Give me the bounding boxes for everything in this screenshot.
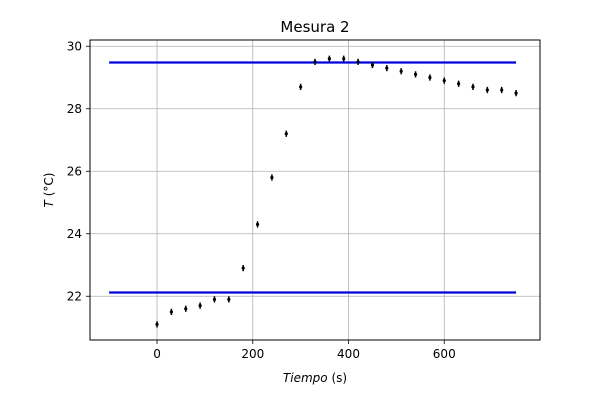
data-point [370, 61, 375, 69]
data-point [299, 83, 303, 90]
point-marker [370, 63, 375, 67]
point-marker [212, 297, 217, 301]
point-marker [198, 304, 202, 308]
x-tick-label: 0 [153, 347, 161, 361]
data-point [442, 77, 446, 84]
point-marker [299, 85, 303, 89]
plot-area-frame [89, 39, 541, 341]
point-marker [227, 297, 231, 301]
point-marker [399, 69, 403, 73]
y-axis-label-name: T [42, 198, 56, 207]
data-point [313, 58, 317, 65]
y-axis-ticks: 22 24 26 28 30 [67, 39, 90, 303]
point-marker [457, 82, 461, 86]
data-point [356, 58, 360, 65]
point-marker [428, 75, 432, 80]
data-point [198, 302, 202, 309]
x-axis-ticks: 0 200 400 600 [153, 340, 456, 361]
point-marker [356, 60, 360, 64]
y-tick-label: 28 [67, 102, 82, 116]
data-point [385, 65, 389, 72]
point-marker [313, 60, 317, 64]
y-tick-label: 24 [67, 227, 82, 241]
y-tick-label: 26 [67, 164, 82, 178]
data-point [500, 86, 504, 94]
data-point [413, 71, 418, 78]
point-marker [255, 222, 260, 226]
data-point [342, 55, 346, 62]
point-marker [442, 79, 446, 83]
data-point [169, 308, 173, 315]
chart-title: Mesura 2 [280, 18, 349, 36]
point-marker [270, 175, 274, 180]
data-point [327, 55, 331, 62]
y-axis-label: T (°C) [42, 173, 56, 208]
point-marker [413, 72, 418, 76]
point-marker [471, 85, 475, 89]
x-tick-label: 600 [433, 347, 456, 361]
data-point [399, 68, 403, 75]
reference-lines [109, 61, 517, 294]
x-tick-label: 400 [337, 347, 360, 361]
data-point [255, 221, 260, 228]
data-point [514, 90, 518, 97]
x-axis-label-name: Tiempo [283, 371, 328, 385]
point-marker [169, 310, 173, 314]
point-marker [327, 57, 331, 61]
point-marker [385, 66, 389, 70]
data-point [184, 305, 188, 312]
data-point [428, 74, 432, 81]
data-point [457, 80, 461, 87]
data-point [241, 265, 245, 272]
data-point [212, 296, 217, 303]
data-point [485, 86, 489, 94]
x-axis-label: Tiempo (s) [283, 371, 347, 385]
point-marker [342, 57, 346, 61]
y-axis-label-unit: (°C) [42, 173, 56, 201]
data-point [284, 130, 288, 137]
point-marker [500, 88, 504, 92]
point-marker [241, 266, 245, 270]
data-point [227, 296, 231, 303]
x-axis-label-unit: (s) [328, 371, 347, 385]
point-marker [155, 322, 159, 326]
y-tick-label: 22 [67, 289, 82, 303]
y-tick-label: 30 [67, 39, 82, 53]
x-tick-label: 200 [241, 347, 264, 361]
point-marker [485, 88, 489, 92]
point-marker [284, 132, 288, 136]
data-point [471, 83, 475, 90]
data-points [155, 55, 518, 328]
data-point [155, 321, 159, 328]
point-marker [514, 91, 518, 95]
data-point [270, 174, 274, 181]
grid-lines [90, 40, 540, 340]
point-marker [184, 307, 188, 311]
